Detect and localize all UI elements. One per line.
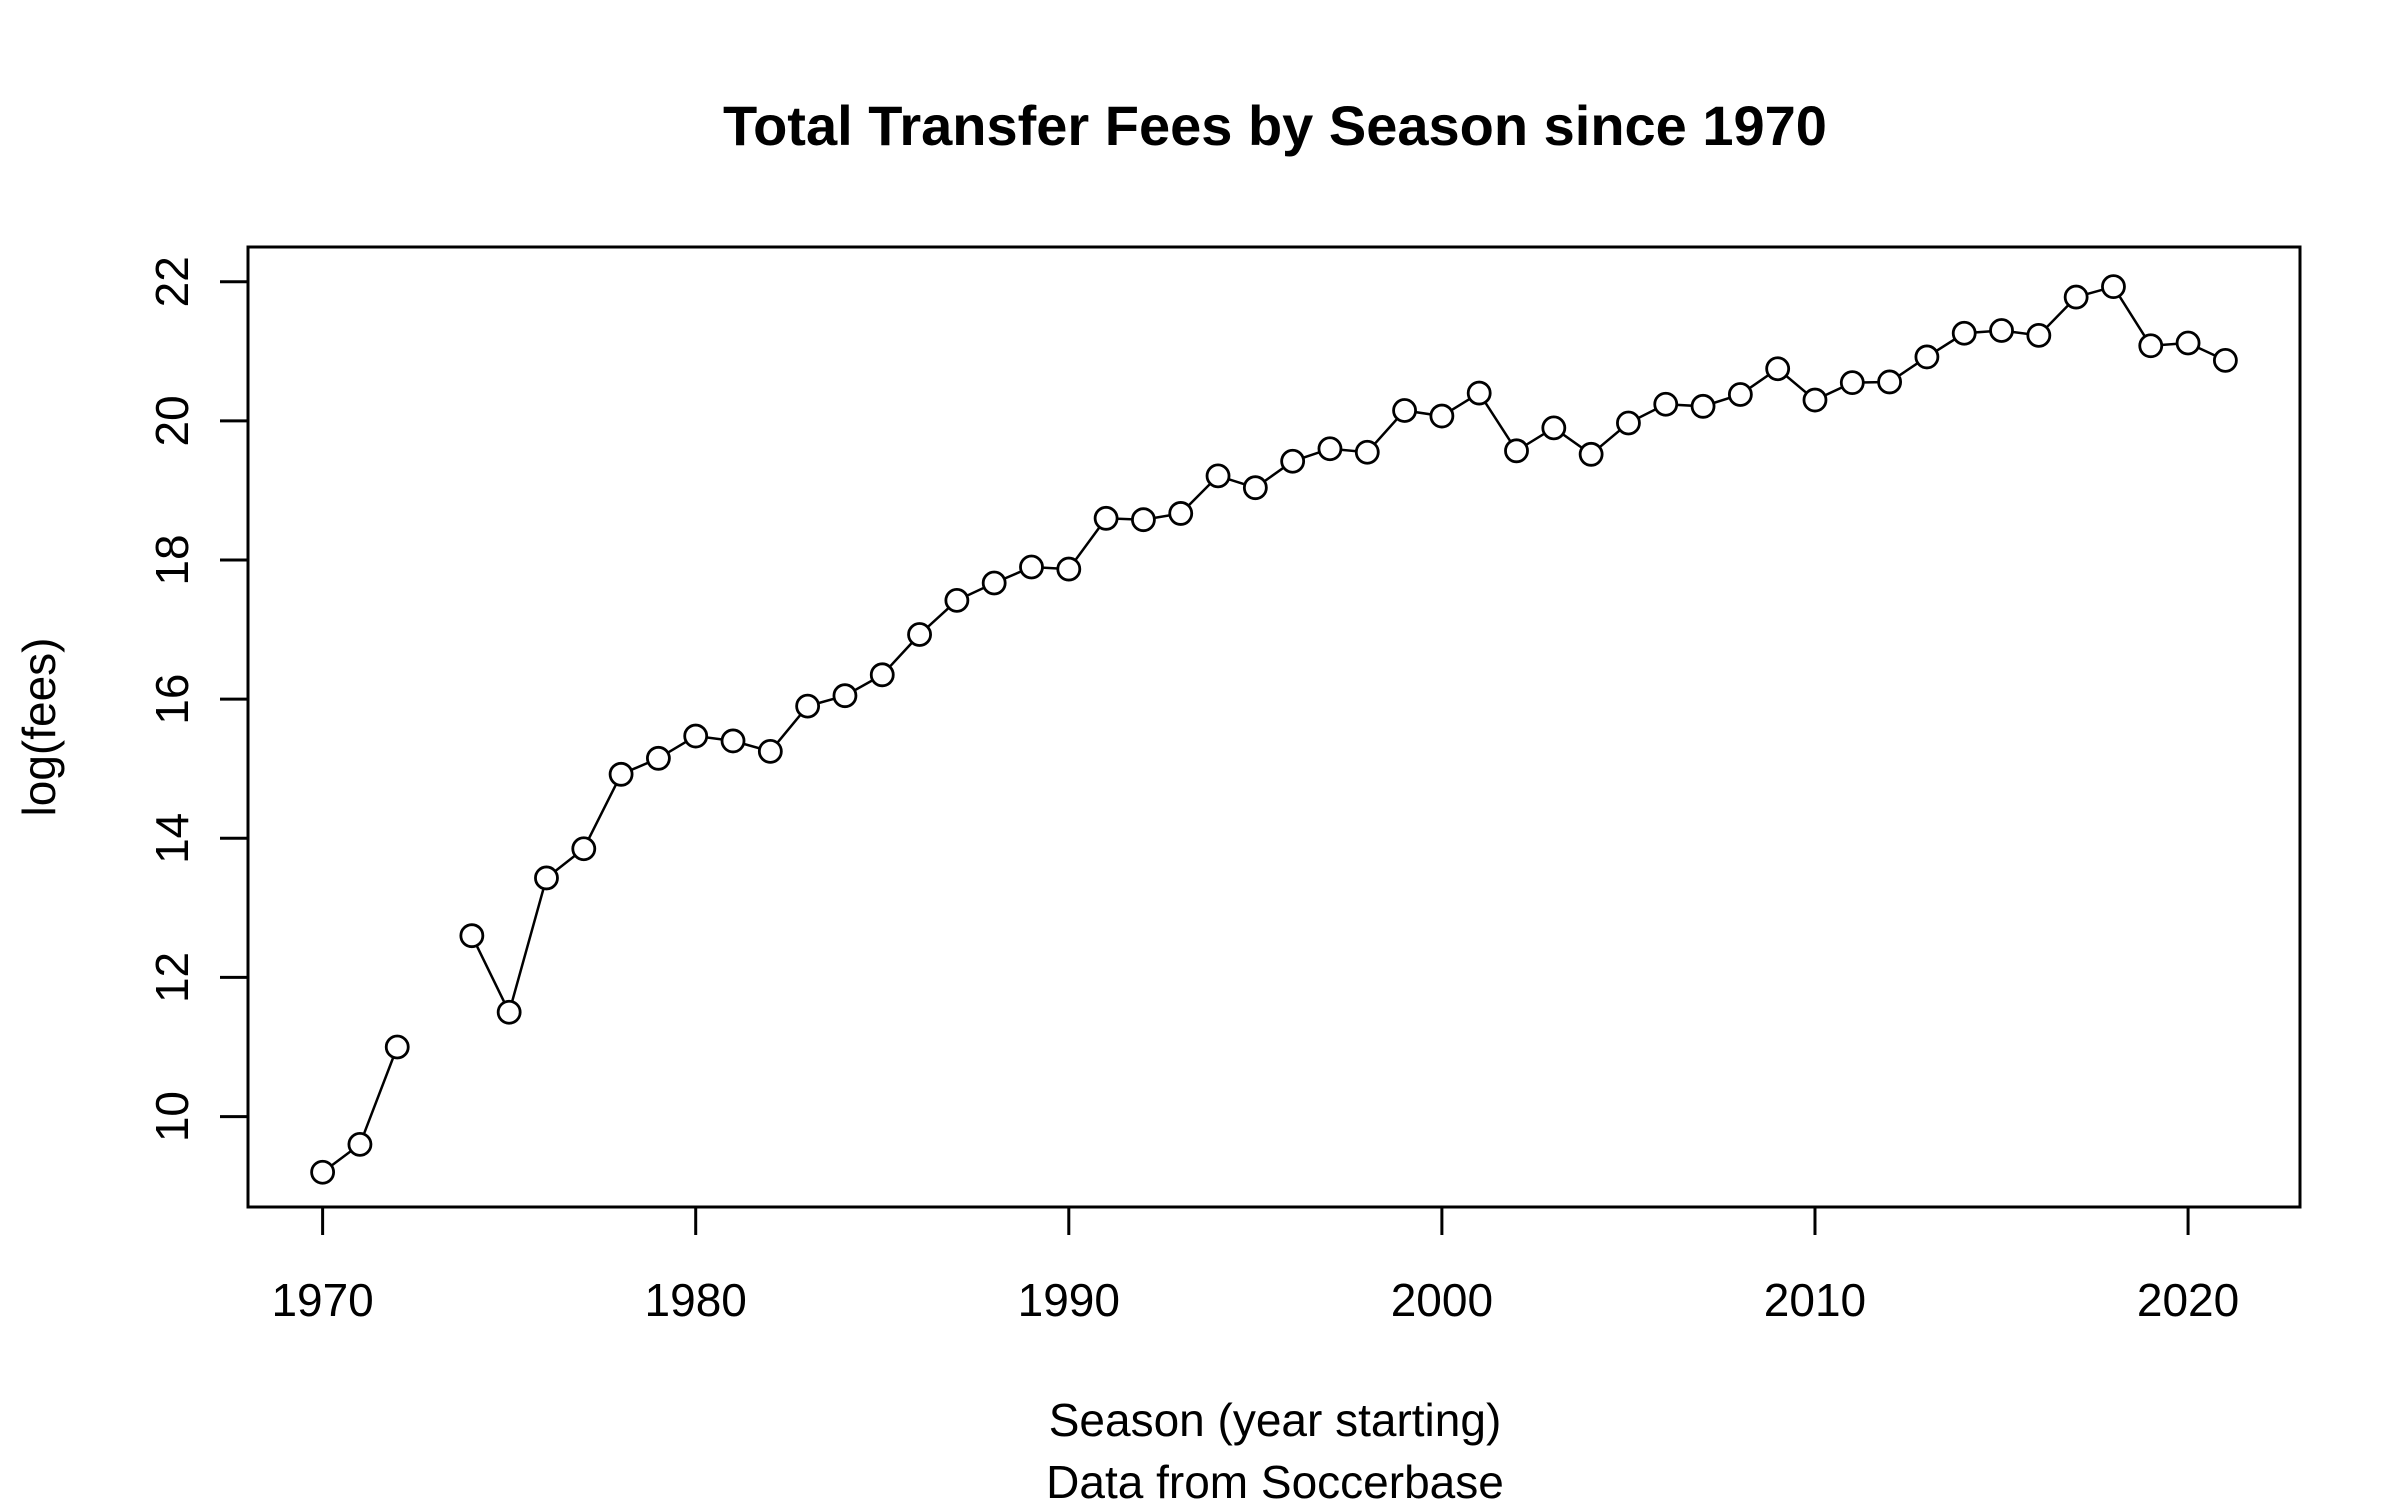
- data-point: [1616, 410, 1641, 436]
- data-point: [869, 662, 895, 688]
- x-tick-label: 1980: [645, 1274, 747, 1326]
- data-point: [347, 1131, 373, 1157]
- data-point: [1839, 370, 1865, 396]
- data-point: [1056, 556, 1082, 582]
- data-point: [981, 570, 1007, 596]
- series-layer: [310, 274, 2238, 1185]
- y-tick-label: 18: [146, 534, 198, 585]
- data-point: [2212, 347, 2238, 373]
- data-point: [646, 745, 671, 771]
- data-point: [1690, 393, 1716, 419]
- data-point: [2101, 274, 2126, 300]
- data-point: [1727, 382, 1753, 407]
- data-point: [1019, 554, 1044, 580]
- data-point: [1205, 463, 1231, 489]
- data-point: [571, 836, 597, 862]
- data-point: [1914, 344, 1940, 370]
- data-point: [384, 1034, 410, 1060]
- data-point: [2026, 322, 2052, 348]
- data-point: [832, 683, 858, 709]
- data-point: [1802, 387, 1828, 413]
- data-point: [1242, 475, 1268, 501]
- x-axis-sublabel: Data from Soccerbase: [1046, 1456, 1504, 1500]
- data-point: [1131, 507, 1156, 533]
- y-tick-label: 12: [146, 952, 198, 1003]
- x-tick-label: 1990: [1018, 1274, 1120, 1326]
- data-point: [1989, 318, 2014, 343]
- data-point: [1877, 369, 1902, 395]
- data-point: [1951, 320, 1977, 346]
- data-point: [1168, 501, 1194, 526]
- data-point: [1504, 438, 1529, 464]
- data-point: [1653, 391, 1679, 417]
- data-point: [459, 923, 485, 949]
- data-point: [1429, 403, 1455, 429]
- data-point: [496, 999, 522, 1025]
- data-point: [795, 693, 821, 719]
- x-axis-label: Season (year starting): [1049, 1394, 1502, 1446]
- data-point: [2063, 284, 2089, 310]
- y-tick-label: 10: [146, 1091, 198, 1142]
- x-tick-label: 2010: [1764, 1274, 1866, 1326]
- data-point: [534, 865, 559, 891]
- data-point: [944, 587, 970, 613]
- data-point: [907, 622, 932, 647]
- x-axis: 1970 1980 1990 2000 2010 2020: [271, 1205, 2239, 1326]
- data-point: [608, 761, 634, 787]
- y-axis: 10 12 14 16 18 20 22: [146, 256, 250, 1142]
- y-tick-label: 16: [146, 674, 198, 725]
- data-point: [1578, 441, 1604, 467]
- data-point: [1765, 356, 1791, 382]
- x-tick-label: 2000: [1391, 1274, 1493, 1326]
- data-point: [1466, 380, 1492, 406]
- data-point: [1317, 436, 1343, 462]
- data-point: [1280, 448, 1306, 474]
- chart-title: Total Transfer Fees by Season since 1970: [723, 94, 1827, 157]
- data-point: [1093, 505, 1119, 531]
- data-point: [720, 728, 746, 754]
- plot-frame: [246, 245, 2302, 1209]
- data-point: [1392, 398, 1417, 423]
- data-point: [1354, 439, 1380, 465]
- y-tick-label: 14: [146, 813, 198, 864]
- data-point: [757, 738, 783, 764]
- x-tick-label: 1970: [271, 1274, 373, 1326]
- data-point: [2138, 333, 2164, 359]
- x-tick-label: 2020: [2137, 1274, 2239, 1326]
- data-point: [1541, 415, 1567, 441]
- data-point: [310, 1159, 336, 1185]
- y-tick-label: 22: [146, 256, 198, 307]
- y-axis-label: log(fees): [13, 638, 65, 817]
- data-point: [683, 723, 709, 749]
- data-point: [2175, 330, 2201, 356]
- y-tick-label: 20: [146, 395, 198, 446]
- series-line: [470, 285, 2226, 1016]
